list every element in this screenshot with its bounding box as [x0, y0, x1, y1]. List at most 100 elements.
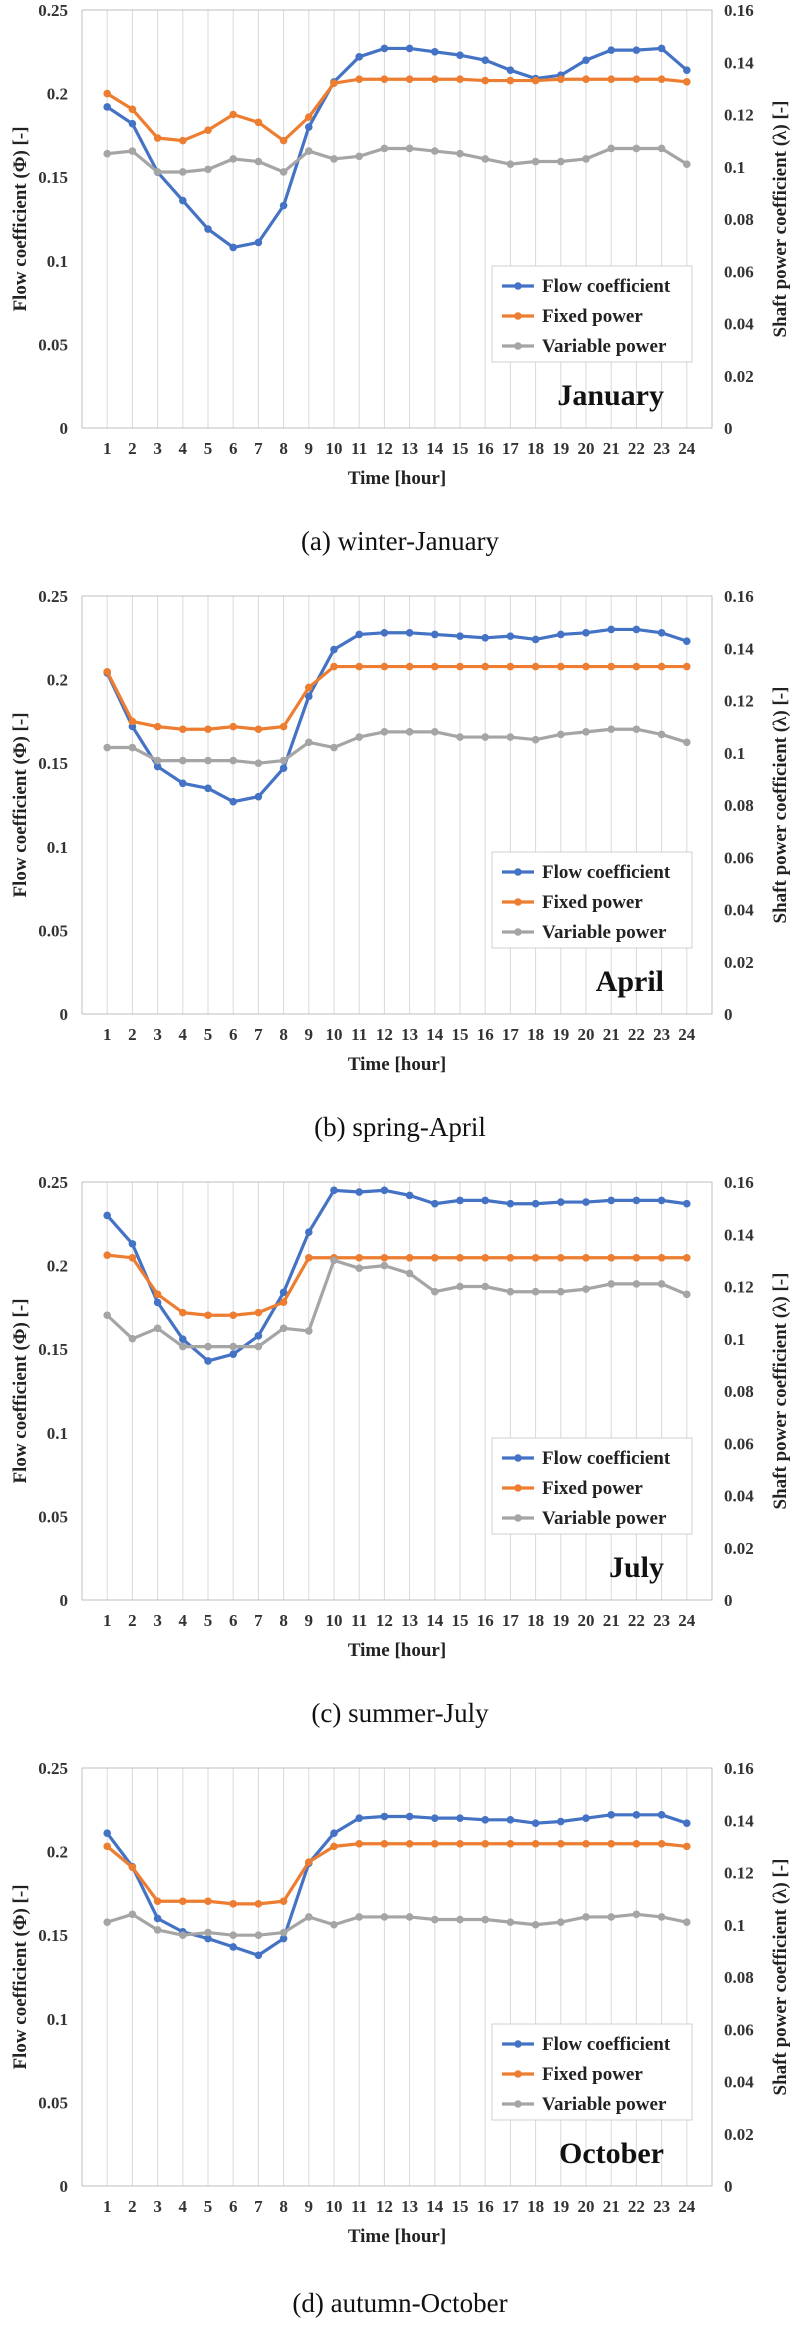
data-point-fixed-power: [128, 105, 137, 114]
data-point-variable-power: [153, 756, 162, 765]
data-point-variable-power: [305, 1913, 313, 1921]
x-tick-label: 10: [326, 439, 343, 458]
y-tick-label: 0.25: [38, 587, 68, 606]
data-point-variable-power: [632, 1280, 641, 1288]
data-point-variable-power: [506, 1918, 515, 1926]
data-point-variable-power: [456, 1282, 464, 1291]
data-point-fixed-power: [657, 75, 666, 84]
y2-tick-label: 0.14: [724, 1811, 754, 1830]
data-point-flow-coefficient: [330, 1186, 338, 1195]
data-point-variable-power: [557, 1287, 565, 1296]
data-point-fixed-power: [405, 75, 414, 84]
data-point-fixed-power: [683, 78, 691, 86]
data-point-fixed-power: [582, 1253, 590, 1262]
data-point-variable-power: [607, 725, 615, 734]
x-tick-label: 15: [452, 1025, 469, 1044]
data-point-flow-coefficient: [557, 1817, 565, 1826]
legend-marker-fixed-power: [514, 1484, 522, 1492]
y-tick-label: 0.2: [47, 1257, 68, 1276]
data-point-variable-power: [279, 1928, 288, 1937]
legend-label-fixed-power: Fixed power: [542, 2064, 643, 2085]
data-point-flow-coefficient: [380, 44, 389, 53]
data-point-fixed-power: [657, 1839, 666, 1848]
series-line-flow-coefficient: [105, 627, 688, 804]
data-point-fixed-power: [103, 89, 111, 98]
y2-tick-label: 0.14: [724, 53, 754, 72]
data-point-variable-power: [481, 1915, 490, 1924]
series-line-flow-coefficient: [106, 46, 688, 250]
x-tick-label: 18: [527, 1025, 544, 1044]
x-tick-label: 6: [229, 2197, 238, 2216]
x-tick-label: 23: [653, 439, 670, 458]
chart-caption-april: (b) spring-April: [314, 1112, 486, 1142]
data-point-variable-power: [330, 155, 338, 163]
data-point-variable-power: [657, 730, 666, 739]
data-point-variable-power: [632, 144, 641, 153]
legend-marker-fixed-power: [514, 2070, 522, 2078]
x-axis-title: Time [hour]: [348, 1640, 446, 1661]
data-point-flow-coefficient: [582, 628, 590, 637]
y2-tick-label: 0.04: [724, 315, 754, 334]
data-point-flow-coefficient: [405, 44, 414, 53]
data-point-variable-power: [128, 1334, 137, 1343]
series-line-fixed-power: [107, 1253, 687, 1317]
x-tick-label: 8: [279, 1025, 288, 1044]
data-point-variable-power: [557, 1918, 565, 1926]
data-point-flow-coefficient: [657, 628, 666, 637]
data-point-variable-power: [380, 1261, 389, 1270]
data-point-fixed-power: [305, 683, 313, 692]
y-axis-title: Flow coefficient (Φ) [-]: [10, 1884, 31, 2069]
data-point-variable-power: [179, 168, 187, 176]
x-tick-label: 2: [128, 1611, 137, 1630]
data-point-flow-coefficient: [657, 1196, 666, 1205]
y2-tick-label: 0.02: [724, 2125, 754, 2144]
y2-tick-label: 0: [724, 419, 733, 438]
data-point-fixed-power: [456, 662, 464, 671]
data-point-variable-power: [229, 155, 237, 163]
data-point-fixed-power: [683, 1842, 691, 1851]
data-point-variable-power: [279, 168, 288, 176]
x-tick-label: 18: [527, 2197, 544, 2216]
data-point-variable-power: [431, 1915, 439, 1924]
data-point-flow-coefficient: [607, 1196, 615, 1205]
x-tick-label: 11: [351, 1025, 367, 1044]
data-point-fixed-power: [683, 662, 691, 671]
month-annotation: April: [596, 965, 664, 998]
data-point-variable-power: [607, 1913, 615, 1921]
data-point-flow-coefficient: [153, 1914, 162, 1923]
x-tick-label: 20: [578, 1611, 595, 1630]
data-point-variable-power: [330, 1920, 338, 1929]
plot-area-frame: [81, 595, 713, 1015]
data-point-flow-coefficient: [607, 625, 615, 634]
x-tick-label: 24: [678, 439, 696, 458]
y-tick-label: 0.15: [38, 1340, 68, 1359]
x-tick-label: 22: [628, 1611, 645, 1630]
y2-tick-label: 0.1: [724, 1330, 745, 1349]
data-point-fixed-power: [557, 1839, 565, 1848]
data-point-variable-power: [657, 1280, 666, 1288]
data-point-fixed-power: [405, 662, 414, 671]
legend-marker-variable-power: [514, 928, 522, 936]
data-point-variable-power: [531, 735, 540, 744]
data-point-variable-power: [582, 728, 590, 736]
data-point-fixed-power: [229, 1311, 237, 1320]
data-point-variable-power: [279, 1324, 288, 1333]
data-point-fixed-power: [405, 1253, 414, 1262]
y2-tick-label: 0.1: [724, 744, 745, 763]
data-point-flow-coefficient: [355, 1188, 364, 1196]
data-point-flow-coefficient: [683, 637, 691, 645]
data-point-flow-coefficient: [305, 692, 313, 701]
y2-tick-label: 0: [724, 1005, 733, 1024]
y2-tick-label: 0.12: [724, 692, 754, 711]
chart-caption-october: (d) autumn-October: [292, 2288, 508, 2318]
data-point-variable-power: [204, 1342, 212, 1351]
y2-tick-label: 0.06: [724, 1434, 754, 1453]
x-tick-label: 7: [254, 439, 263, 458]
x-tick-label: 14: [426, 2197, 444, 2216]
data-point-flow-coefficient: [582, 1814, 590, 1822]
data-point-variable-power: [179, 1931, 187, 1939]
data-point-flow-coefficient: [103, 103, 111, 111]
y-tick-label: 0.1: [47, 252, 68, 271]
data-point-variable-power: [254, 1342, 263, 1351]
x-tick-label: 7: [254, 2197, 263, 2216]
